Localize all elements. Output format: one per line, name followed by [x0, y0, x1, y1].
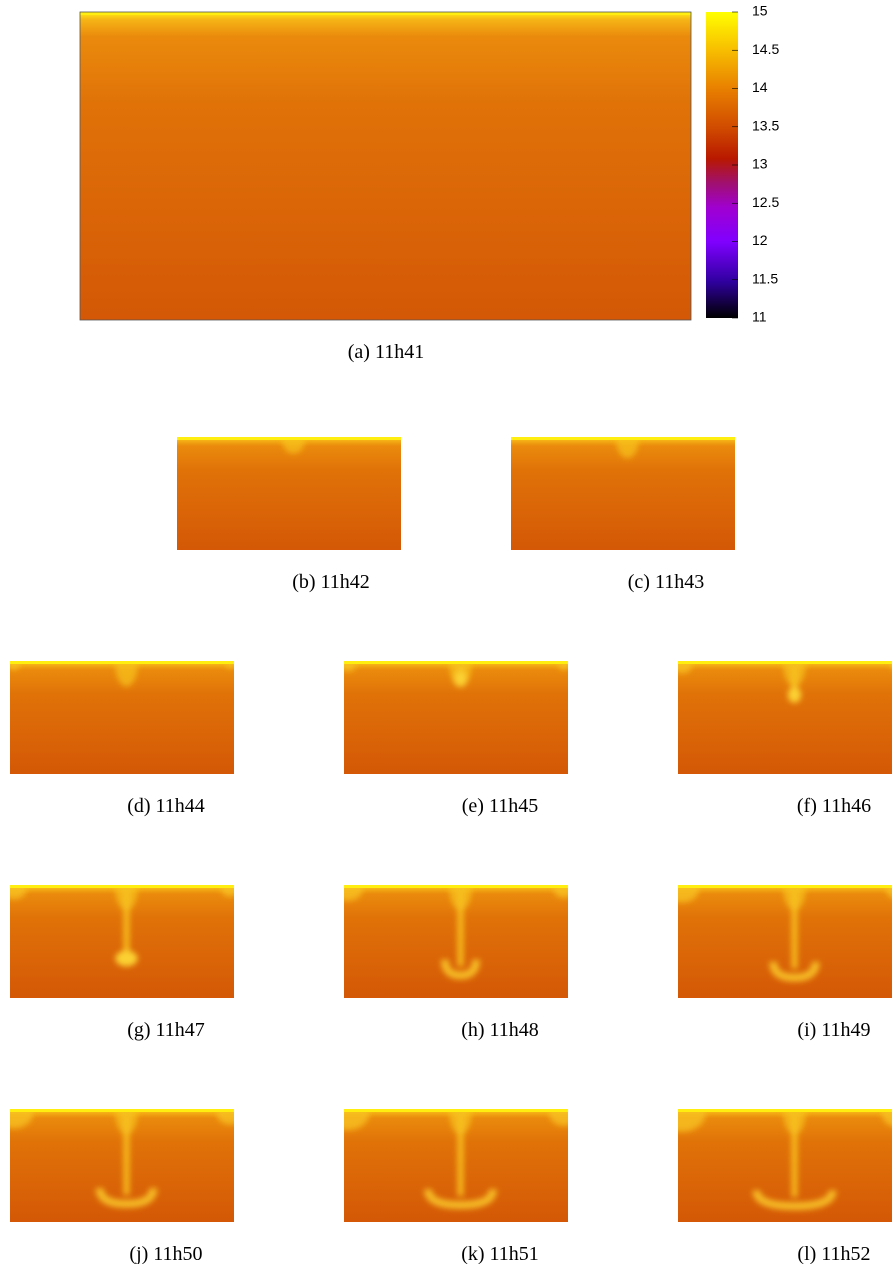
plume [678, 1109, 892, 1211]
heatmap-field [678, 885, 892, 998]
corner-plume [881, 1109, 892, 1127]
subfigure-caption: (b) 11h42 [292, 571, 370, 593]
subfigure-caption: (g) 11h47 [127, 1019, 205, 1041]
heatmap-panel [10, 885, 234, 998]
subfigure-caption: (k) 11h51 [461, 1243, 539, 1264]
heatmap-field [678, 661, 892, 774]
corner-plume [10, 1109, 34, 1129]
heatmap-top [678, 1109, 892, 1112]
subfigure-caption: (l) 11h52 [797, 1243, 870, 1264]
corner-plume [553, 885, 568, 898]
heatmap-top [344, 661, 568, 664]
plume-stem [457, 1109, 464, 1197]
heatmap-top [80, 12, 691, 15]
heatmap-field [177, 437, 401, 550]
plume-head [453, 671, 468, 687]
plume [678, 885, 892, 982]
heatmap-panel [177, 437, 401, 550]
heatmap-top [511, 437, 735, 440]
heatmap-top [678, 885, 892, 888]
corner-plume [344, 1109, 370, 1131]
plume-bump [115, 661, 138, 687]
plume-stem [791, 885, 798, 969]
panel-frame [79, 11, 692, 321]
plume-stem [123, 1109, 130, 1195]
colorbar-tick-label: 14 [752, 79, 768, 95]
subfigure-caption: (i) 11h49 [797, 1019, 870, 1041]
subfigure-caption: (f) 11h46 [797, 795, 871, 817]
subfigure-caption: (a) 11h41 [348, 341, 424, 363]
heatmap-panel [10, 1109, 234, 1222]
plume-stem [457, 885, 464, 967]
plume-stem [457, 661, 464, 680]
subfigure-caption: (h) 11h48 [461, 1019, 539, 1041]
heatmap-top [344, 885, 568, 888]
subfigure-caption: (j) 11h50 [129, 1243, 202, 1264]
corner-plume [216, 1109, 234, 1125]
plume-bump [616, 437, 639, 459]
plume-head [440, 959, 481, 980]
colorbar-tick-label: 14.5 [752, 41, 779, 57]
heatmap-panel [678, 1109, 892, 1222]
corner-plume [344, 885, 363, 901]
corner-plume [10, 885, 27, 900]
colorbar-tick-label: 13 [752, 156, 768, 172]
heatmap-panel [511, 437, 735, 550]
heatmap-top [10, 1109, 234, 1112]
colorbar-tick-label: 13.5 [752, 117, 779, 133]
corner-plume [678, 885, 699, 903]
plume [678, 661, 892, 703]
plume-head [787, 686, 802, 703]
heatmap-panel [678, 661, 892, 774]
heatmap-top [678, 661, 892, 664]
colorbar-tick-label: 11 [752, 309, 767, 325]
heatmap-panel [344, 885, 568, 998]
heatmap-top [10, 885, 234, 888]
heatmap-top [344, 1109, 568, 1112]
plume [344, 1109, 568, 1210]
subfigure-caption: (c) 11h43 [628, 571, 704, 593]
plume [282, 437, 305, 454]
corner-plume [549, 1109, 568, 1126]
plume-head [115, 950, 138, 967]
colorbar-tick-label: 11.5 [752, 270, 778, 286]
plume-head [752, 1189, 837, 1211]
plume-stem [791, 661, 798, 695]
plume-head [424, 1188, 497, 1210]
heatmap-panel [80, 12, 691, 320]
subfigure-caption: (e) 11h45 [462, 795, 538, 817]
plume-stem [123, 885, 130, 959]
plume-bump [282, 437, 305, 454]
heatmap-panel [678, 885, 892, 998]
colorbar-tick-label: 12.5 [752, 194, 779, 210]
corner-plume [344, 661, 357, 672]
plume-stem [791, 1109, 798, 1198]
heatmap-panel [344, 1109, 568, 1222]
plume [10, 1109, 234, 1208]
heatmap-panel [344, 661, 568, 774]
colorbar-tick-label: 12 [752, 232, 768, 248]
corner-plume [886, 885, 892, 898]
corner-plume [678, 1109, 706, 1132]
heatmap-panel [10, 661, 234, 774]
plume [616, 437, 639, 459]
heatmap-top [10, 661, 234, 664]
subfigure-caption: (d) 11h44 [127, 795, 205, 817]
heatmap-top [177, 437, 401, 440]
colorbar-tick-label: 15 [752, 3, 768, 19]
corner-plume [678, 661, 693, 674]
corner-plume [221, 885, 234, 897]
plume-head [95, 1187, 158, 1208]
heatmap-field [80, 12, 691, 320]
plume-head [769, 961, 820, 982]
plume [344, 885, 568, 980]
